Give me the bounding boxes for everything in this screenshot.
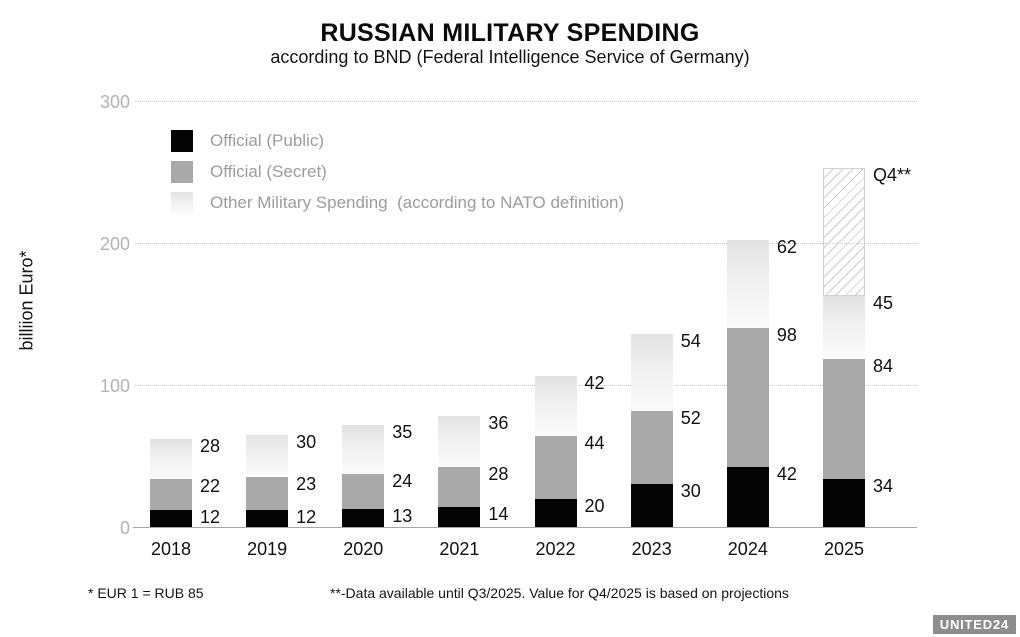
x-axis-line [133, 527, 917, 528]
legend-item-official-secret: Official (Secret) [171, 161, 624, 183]
y-tick-100: 100 [99, 376, 130, 396]
bar-segment-2022-official-public [534, 498, 577, 527]
value-label-2025-other-military-spending: 45 [872, 292, 893, 313]
bar-segment-2021-official-secret [438, 467, 481, 508]
united24-logo: UNITED24 [932, 615, 1016, 634]
value-label-2021-official-secret: 28 [488, 464, 509, 485]
x-axis-label-2018: 2018 [150, 539, 192, 559]
value-label-2024-other-military-spending: 62 [776, 237, 797, 258]
bar-segment-2023-other-military-spending [630, 333, 673, 411]
value-label-2021-other-military-spending: 36 [488, 413, 509, 434]
bar-segment-2018-other-military-spending [150, 438, 192, 479]
value-label-2020-official-secret: 24 [392, 471, 413, 492]
value-label-2025-official-secret: 84 [872, 356, 893, 377]
value-label-2024-official-public: 42 [776, 464, 797, 485]
bar-segment-2022-official-secret [534, 436, 577, 499]
bar-segment-2023-official-public [630, 484, 673, 527]
bar-segment-2022-other-military-spending [534, 376, 577, 437]
legend-swatch-official-secret [171, 161, 193, 183]
bar-segment-2025-other-military-spending [822, 295, 865, 360]
value-label-2021-official-public: 14 [488, 504, 509, 525]
gridline-100 [135, 385, 917, 386]
legend: Official (Public) Official (Secret) Othe… [171, 130, 624, 214]
x-axis-label-2024: 2024 [727, 539, 768, 559]
legend-swatch-official-public [171, 130, 193, 152]
value-label-2023-official-secret: 52 [680, 407, 701, 428]
value-label-2023-official-public: 30 [680, 481, 701, 502]
x-axis-label-2022: 2022 [535, 539, 576, 559]
legend-label-official-public: Official (Public) [210, 131, 324, 150]
value-label-2022-other-military-spending: 42 [584, 373, 605, 394]
bar-segment-2023-official-secret [630, 410, 673, 485]
x-axis-label-2023: 2023 [631, 539, 672, 559]
value-label-2020-other-military-spending: 35 [392, 421, 413, 442]
bar-segment-2024-official-public [726, 467, 769, 527]
footnote-projection: **-Data available until Q3/2025. Value f… [330, 585, 789, 601]
legend-swatch-other-military-spending [171, 192, 193, 214]
chart-subtitle: according to BND (Federal Intelligence S… [270, 47, 750, 67]
bar-segment-2024-official-secret [726, 328, 769, 468]
x-axis-label-2019: 2019 [247, 539, 288, 559]
value-label-2022-official-public: 20 [584, 495, 605, 516]
bar-segment-2018-official-public [150, 509, 192, 527]
legend-item-other-military-spending: Other Military Spending (according to NA… [171, 192, 624, 214]
legend-label-other-military-spending: Other Military Spending (according to NA… [210, 193, 625, 212]
gridline-200 [135, 243, 917, 244]
bar-segment-2025-q4-projection [822, 167, 865, 296]
bar-segment-2021-other-military-spending [438, 416, 481, 468]
y-tick-0: 0 [119, 518, 130, 538]
chart-title: RUSSIAN MILITARY SPENDING [320, 19, 700, 47]
value-label-2020-official-public: 13 [392, 505, 413, 526]
bar-segment-2020-other-military-spending [342, 424, 385, 475]
value-label-2019-other-military-spending: 30 [296, 431, 317, 452]
x-axis-label-2021: 2021 [439, 539, 480, 559]
bar-segment-2020-official-public [342, 508, 385, 527]
bar-segment-2020-official-secret [342, 474, 385, 509]
bar-segment-2019-official-secret [246, 477, 289, 510]
value-label-2019-official-public: 12 [296, 506, 317, 527]
value-label-2022-official-secret: 44 [584, 433, 605, 454]
value-label-2023-other-military-spending: 54 [680, 330, 701, 351]
bar-segment-2021-official-public [438, 507, 481, 527]
bar-segment-2024-other-military-spending [726, 240, 769, 329]
value-label-2019-official-secret: 23 [296, 474, 317, 495]
bar-segment-2025-official-public [822, 478, 865, 527]
value-label-2018-other-military-spending: 28 [200, 435, 221, 456]
x-axis-label-2020: 2020 [343, 539, 384, 559]
y-tick-300: 300 [99, 92, 130, 112]
y-tick-200: 200 [99, 234, 130, 254]
footnote-exchange-rate: * EUR 1 = RUB 85 [88, 585, 204, 601]
legend-item-official-public: Official (Public) [171, 130, 624, 152]
bar-segment-2025-official-secret [822, 359, 865, 479]
value-label-2024-official-secret: 98 [776, 325, 797, 346]
x-axis-label-2025: 2025 [823, 539, 864, 559]
bar-segment-2019-official-public [246, 509, 289, 527]
value-label-2025-official-public: 34 [872, 475, 893, 496]
value-label-2018-official-public: 12 [200, 506, 221, 527]
gridline-300 [135, 101, 917, 102]
bar-segment-2019-other-military-spending [246, 434, 289, 478]
value-label-2018-official-secret: 22 [200, 475, 221, 496]
bar-segment-2018-official-secret [150, 478, 192, 510]
legend-label-official-secret: Official (Secret) [210, 162, 327, 181]
value-label-2025-q4-projection: Q4** [872, 164, 911, 185]
